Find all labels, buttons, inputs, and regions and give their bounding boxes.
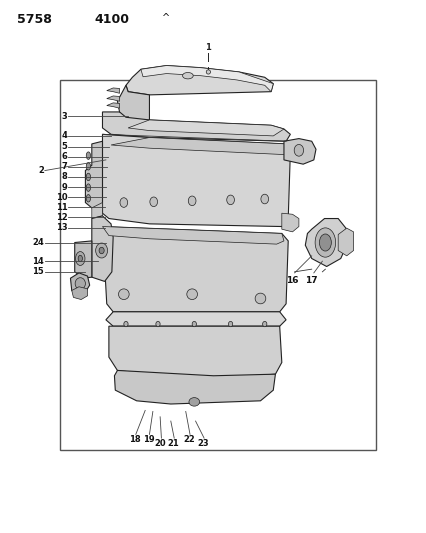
Ellipse shape	[294, 144, 303, 156]
Ellipse shape	[118, 289, 129, 300]
Ellipse shape	[187, 289, 197, 300]
Text: 21: 21	[167, 439, 179, 448]
Text: 6: 6	[61, 152, 67, 161]
Text: 15: 15	[32, 268, 44, 276]
Polygon shape	[72, 287, 87, 300]
Polygon shape	[283, 139, 315, 164]
Ellipse shape	[75, 278, 85, 289]
Polygon shape	[102, 134, 290, 227]
Ellipse shape	[228, 321, 232, 327]
Ellipse shape	[188, 398, 199, 406]
Polygon shape	[102, 227, 288, 312]
Ellipse shape	[206, 70, 210, 74]
Ellipse shape	[86, 173, 90, 181]
Ellipse shape	[86, 184, 90, 191]
Polygon shape	[114, 370, 275, 404]
Polygon shape	[102, 227, 283, 244]
Ellipse shape	[260, 194, 268, 204]
Polygon shape	[337, 228, 353, 256]
Text: 2: 2	[38, 166, 44, 175]
Polygon shape	[92, 216, 113, 281]
Text: 13: 13	[56, 223, 67, 232]
Ellipse shape	[150, 197, 157, 207]
Ellipse shape	[86, 195, 90, 202]
Text: 7: 7	[62, 163, 67, 171]
Text: 22: 22	[183, 435, 195, 445]
Text: 8: 8	[62, 173, 67, 181]
Polygon shape	[126, 66, 273, 95]
Text: 20: 20	[154, 439, 166, 448]
Polygon shape	[109, 326, 281, 378]
Ellipse shape	[86, 152, 90, 159]
Polygon shape	[111, 138, 290, 155]
Text: ^: ^	[162, 13, 170, 23]
Polygon shape	[70, 273, 89, 294]
Polygon shape	[117, 85, 149, 120]
Ellipse shape	[75, 252, 85, 265]
Polygon shape	[102, 112, 290, 141]
Text: 5: 5	[61, 142, 67, 151]
Text: 14: 14	[32, 257, 44, 265]
Ellipse shape	[192, 321, 196, 327]
Polygon shape	[85, 141, 102, 213]
Bar	[60, 80, 375, 450]
Text: 19: 19	[142, 435, 154, 445]
Text: 12: 12	[55, 213, 67, 222]
Ellipse shape	[86, 163, 90, 170]
Text: 18: 18	[129, 435, 141, 445]
Text: 10: 10	[56, 193, 67, 201]
Ellipse shape	[95, 243, 107, 258]
Ellipse shape	[255, 293, 265, 304]
Polygon shape	[141, 66, 273, 92]
Ellipse shape	[319, 234, 331, 251]
Ellipse shape	[78, 255, 82, 262]
Ellipse shape	[124, 321, 128, 327]
Polygon shape	[106, 103, 119, 108]
Text: 3: 3	[62, 112, 67, 120]
Polygon shape	[92, 203, 102, 219]
Text: 5758: 5758	[17, 13, 52, 26]
Text: 17: 17	[305, 276, 317, 285]
Polygon shape	[305, 219, 346, 266]
Polygon shape	[75, 241, 92, 278]
Ellipse shape	[120, 198, 127, 207]
Ellipse shape	[262, 321, 266, 327]
Ellipse shape	[314, 228, 335, 257]
Ellipse shape	[182, 72, 193, 79]
Polygon shape	[106, 96, 119, 101]
Text: 11: 11	[55, 203, 67, 212]
Ellipse shape	[99, 247, 104, 254]
Text: 4: 4	[61, 132, 67, 140]
Text: 9: 9	[62, 183, 67, 191]
Polygon shape	[281, 213, 298, 232]
Polygon shape	[128, 120, 283, 136]
Polygon shape	[106, 312, 285, 326]
Ellipse shape	[188, 196, 196, 206]
Ellipse shape	[226, 195, 234, 205]
Text: 24: 24	[32, 238, 44, 247]
Text: 1: 1	[205, 43, 211, 52]
Ellipse shape	[155, 321, 160, 327]
Text: 16: 16	[285, 276, 298, 285]
Polygon shape	[106, 88, 119, 93]
Text: 4100: 4100	[94, 13, 129, 26]
Text: 23: 23	[197, 439, 209, 448]
